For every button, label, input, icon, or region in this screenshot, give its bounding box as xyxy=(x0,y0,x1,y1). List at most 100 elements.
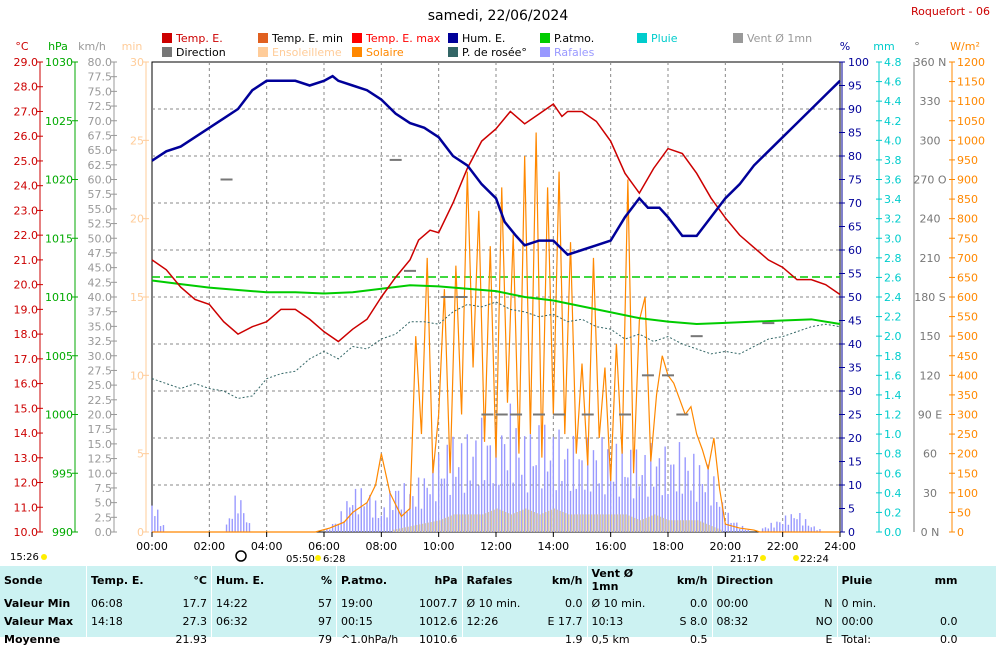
wind-axis-tick-label: 80.0 xyxy=(88,56,113,69)
direction-point xyxy=(404,269,416,272)
stats-header-row: Sonde Temp. E. °C Hum. E. % P.atmo. hPa … xyxy=(0,566,996,594)
legend-label: P. de rosée° xyxy=(462,46,527,59)
hum-axis-tick-label: 0 xyxy=(848,526,855,539)
rain-axis-tick-label: 0.4 xyxy=(884,487,902,500)
temp-axis-tick-label: 18.0 xyxy=(14,328,39,341)
cell-dir-value: N xyxy=(824,596,833,610)
x-tick-label: 14:00 xyxy=(537,540,569,553)
cell-rain-time: Total: xyxy=(836,630,916,648)
x-tick-label: 02:00 xyxy=(193,540,225,553)
solar-axis-tick-label: 1200 xyxy=(957,56,985,69)
axis-unit-solar: W/m² xyxy=(950,40,980,53)
solar-axis-tick-label: 1000 xyxy=(957,134,985,147)
solar-axis-tick-label: 400 xyxy=(957,369,978,382)
solar-axis-tick-label: 700 xyxy=(957,252,978,265)
hum-axis-tick-label: 35 xyxy=(848,362,862,375)
legend-swatch xyxy=(448,33,458,43)
direction-point xyxy=(481,413,494,416)
hum-axis-tick-label: 55 xyxy=(848,268,862,281)
cell-gust-time: Ø 10 min. xyxy=(461,594,541,612)
sunrise-time: 05:50 xyxy=(286,554,315,565)
cell-temp-time xyxy=(86,630,165,648)
cell-press-value: 1010.6 xyxy=(419,632,458,646)
direction-point xyxy=(220,178,233,181)
press-axis-tick-label: 1005 xyxy=(45,350,73,363)
humidity-line xyxy=(151,74,841,257)
x-tick-label: 08:00 xyxy=(365,540,397,553)
legend-swatch xyxy=(540,47,550,57)
temp-axis-tick-label: 22.0 xyxy=(14,229,39,242)
rain-axis-tick-label: 0.8 xyxy=(884,448,902,461)
temp-axis-tick-label: 15.0 xyxy=(14,402,39,415)
axis-unit-press: hPa xyxy=(48,40,68,53)
x-axis: 00:00 02:00 04:00 06:00 08:00 10:00 12:00 14:00… xyxy=(136,532,856,553)
legend-label: Temp. E. xyxy=(175,32,223,45)
wind-axis-tick-label: 5.0 xyxy=(95,497,113,510)
stats-row-min: Valeur Min 06:08 17.7 14:22 57 19:00 100… xyxy=(0,594,996,612)
stats-head-rain: Pluie xyxy=(836,566,916,594)
wind-axis-tick-label: 42.5 xyxy=(88,276,113,289)
hum-axis-tick-label: 50 xyxy=(848,291,862,304)
rain-axis-tick-label: 3.4 xyxy=(884,193,902,206)
direction-point xyxy=(619,413,631,416)
rain-axis-tick-label: 4.0 xyxy=(884,134,902,147)
sunmin-axis-tick-label: 30 xyxy=(130,56,144,69)
stats-head-temp-unit: °C xyxy=(193,573,207,587)
hum-axis-tick-label: 80 xyxy=(848,150,862,163)
dir-axis-tick-label: 210 xyxy=(920,252,941,265)
hum-axis-tick-label: 45 xyxy=(848,315,862,328)
sunmin-axis-tick-label: 0 xyxy=(137,526,144,539)
x-tick-label: 22:00 xyxy=(767,540,799,553)
x-tick-label: 00:00 xyxy=(136,540,168,553)
sunrise-icon xyxy=(315,555,321,561)
temp-axis-tick-label: 11.0 xyxy=(14,501,39,514)
cell-rain-time: 0 min. xyxy=(836,594,916,612)
rain-axis-tick-label: 3.8 xyxy=(884,154,902,167)
hum-axis-tick-label: 30 xyxy=(848,385,862,398)
legend-label: Solaire xyxy=(366,46,404,59)
cell-wind-value: 0.5 xyxy=(690,632,708,646)
temp-axis-tick-label: 28.0 xyxy=(14,81,39,94)
direction-point xyxy=(553,413,566,416)
sunrise-time-2: 6:28 xyxy=(323,554,345,565)
press-axis-tick-label: 1000 xyxy=(45,409,73,422)
solar-axis-tick-label: 550 xyxy=(957,311,978,324)
temperature-line xyxy=(151,103,841,343)
stats-head-wind: Vent Ø 1mn xyxy=(586,566,666,594)
rain-axis-tick-label: 2.0 xyxy=(884,330,902,343)
cell-gust-value: 0.0 xyxy=(565,596,583,610)
cell-press-value: 1012.6 xyxy=(419,614,458,628)
rain-axis-tick-label: 3.0 xyxy=(884,232,902,245)
hum-axis-tick-label: 70 xyxy=(848,197,862,210)
rain-axis-tick-label: 2.4 xyxy=(884,291,902,304)
rain-axis-tick-label: 4.8 xyxy=(884,56,902,69)
cell-press-time: ^1.0hPa/h xyxy=(336,630,415,648)
solar-axis-tick-label: 600 xyxy=(957,291,978,304)
stats-spacer xyxy=(962,566,996,594)
row-label: Valeur Max xyxy=(4,614,74,628)
sun-left-time: 15:26 xyxy=(10,552,39,563)
solar-axis-tick-label: 450 xyxy=(957,350,978,363)
chart-lines xyxy=(151,74,841,533)
legend-label: Direction xyxy=(176,46,226,59)
hum-axis-tick-label: 10 xyxy=(848,479,862,492)
dir-axis-tick-label: 90 E xyxy=(918,409,942,422)
cell-dir-time xyxy=(711,630,791,648)
press-axis-tick-label: 1025 xyxy=(45,115,73,128)
direction-point xyxy=(441,296,454,298)
x-tick-label: 04:00 xyxy=(251,540,283,553)
station-name: Roquefort - 06 xyxy=(911,5,990,18)
rain-axis-tick-label: 2.2 xyxy=(884,311,902,324)
sunset-icon xyxy=(760,555,766,561)
sun-left-icon xyxy=(41,554,47,560)
cell-rain-value: 0.0 xyxy=(940,614,958,628)
weather-chart: samedi, 22/06/2024 Roquefort - 06 Temp. … xyxy=(10,5,990,565)
legend-label: Rafales xyxy=(554,46,595,59)
wind-axis-tick-label: 30.0 xyxy=(88,350,113,363)
dir-axis-tick-label: 180 S xyxy=(914,291,945,304)
stats-head-gust: Rafales xyxy=(461,566,541,594)
stats-head-dir-unit xyxy=(791,566,838,594)
cell-hum-value: 97 xyxy=(318,614,332,628)
temp-axis-tick-label: 25.0 xyxy=(14,155,39,168)
cell-gust-time xyxy=(461,630,541,648)
